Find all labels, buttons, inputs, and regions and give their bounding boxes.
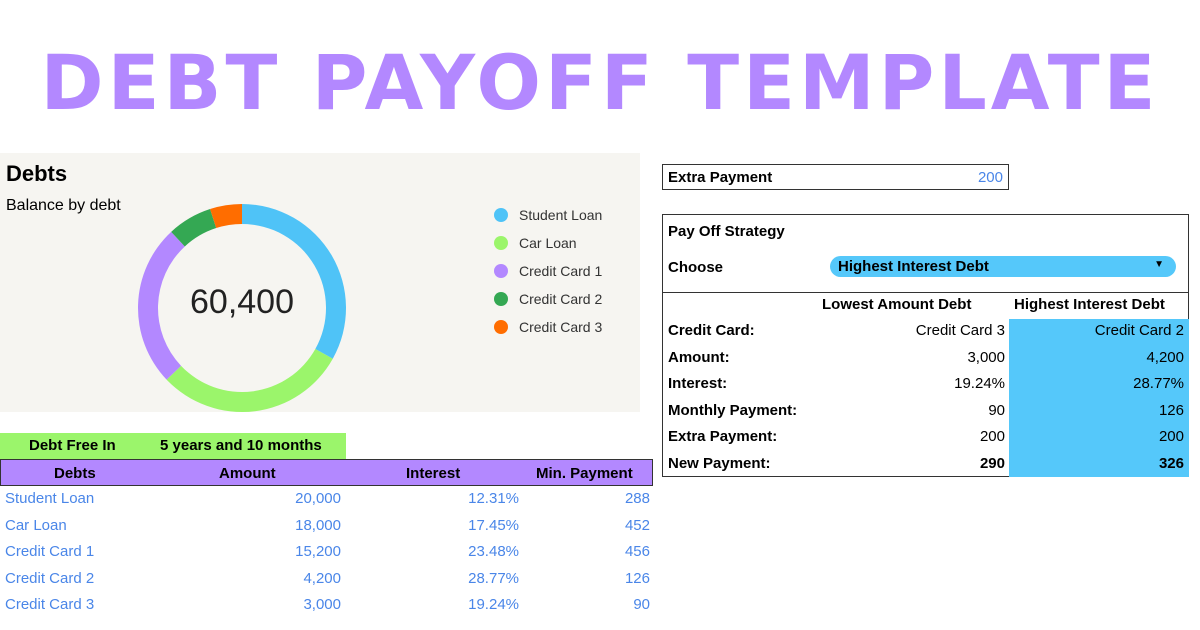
strategy-title: Pay Off Strategy [668,223,785,240]
strategy-row-monthly-payment-label: Monthly Payment: [668,401,798,419]
column-lowest-amount: Lowest Amount Debt [822,296,972,313]
extra-payment-label: Extra Payment [668,169,773,186]
debt-amount: 15,200 [295,543,341,561]
debt-amount: 20,000 [295,490,341,507]
strategy-row-amount-label: Amount: [668,348,730,366]
legend-label: Credit Card 3 [519,319,603,335]
legend-swatch [494,264,508,278]
header-amount: Amount [219,465,276,482]
legend-item-car-loan: Car Loan [494,229,602,257]
debt-interest: 23.48% [468,543,519,561]
strategy-panel: Pay Off Strategy Choose Highest Interest… [662,214,1189,477]
extra-payment-input[interactable]: 200 [977,169,1003,186]
debt-interest: 12.31% [468,490,519,507]
debt-name: Car Loan [5,516,67,534]
debt-min-payment: 90 [633,596,650,614]
strategy-row-extra-payment-highest: 200 [1158,428,1184,446]
legend-label: Car Loan [519,235,577,251]
debt-free-bar: Debt Free In 5 years and 10 months [0,433,346,459]
debt-min-payment: 288 [624,490,650,507]
debt-amount: 18,000 [295,516,341,534]
legend-swatch [494,236,508,250]
strategy-row-new-payment-lowest: 290 [979,455,1005,472]
debt-name: Credit Card 3 [5,596,95,614]
debt-interest: 17.45% [468,516,519,534]
strategy-row-credit-card-highest: Credit Card 2 [1094,322,1184,339]
page-title: DEBT PAYOFF TEMPLATE [40,38,1160,127]
donut-slice-credit-card-3 [210,204,242,229]
table-row: Credit Card 2 4,200 28.77% 126 [0,566,653,592]
debts-chart-panel: Debts Balance by debt 60,400 Student Loa… [0,153,640,412]
extra-payment-box: Extra Payment 200 [662,164,1009,190]
chevron-down-icon[interactable]: ▼ [1154,259,1164,270]
header-min-payment: Min. Payment [536,465,633,482]
debt-name: Student Loan [5,490,95,507]
debt-free-value: 5 years and 10 months [160,437,322,454]
header-debts: Debts [54,465,96,482]
strategy-row-new-payment-label: New Payment: [668,455,771,472]
debt-min-payment: 452 [624,516,650,534]
table-row: Car Loan 18,000 17.45% 452 [0,513,653,539]
strategy-row-new-payment-highest: 326 [1158,455,1184,472]
debt-interest: 28.77% [468,569,519,587]
chart-title: Debts [6,161,68,186]
legend-item-credit-card-2: Credit Card 2 [494,285,602,313]
legend-swatch [494,292,508,306]
donut-slice-student-loan [242,204,346,359]
debts-table-header: Debts Amount Interest Min. Payment [0,459,653,486]
strategy-row-extra-payment-lowest: 200 [979,428,1005,446]
debt-min-payment: 126 [624,569,650,587]
donut-slice-credit-card-2 [171,209,217,247]
debt-amount: 4,200 [303,569,341,587]
strategy-row-credit-card-lowest: Credit Card 3 [915,322,1005,339]
donut-chart [138,204,346,412]
debt-name: Credit Card 2 [5,569,95,587]
strategy-row-amount-lowest: 3,000 [967,348,1005,366]
chart-subtitle: Balance by debt [6,197,121,214]
header-interest: Interest [406,465,461,482]
strategy-dropdown[interactable]: Highest Interest Debt ▼ [830,256,1176,277]
table-row: Credit Card 1 15,200 23.48% 456 [0,539,653,565]
strategy-dropdown-value: Highest Interest Debt [838,258,989,275]
debt-name: Credit Card 1 [5,543,95,561]
donut-slice-car-loan [166,348,333,412]
legend-label: Credit Card 2 [519,291,603,307]
debt-amount: 3,000 [303,596,341,614]
legend-item-student-loan: Student Loan [494,201,602,229]
strategy-row-credit-card-label: Credit Card: [668,322,755,339]
table-row: Student Loan 20,000 12.31% 288 [0,486,653,512]
strategy-row-monthly-payment-lowest: 90 [988,401,1005,419]
strategy-row-amount-highest: 4,200 [1146,348,1184,366]
legend-item-credit-card-1: Credit Card 1 [494,257,602,285]
strategy-row-interest-highest: 28.77% [1133,375,1184,393]
column-highest-interest: Highest Interest Debt [1014,296,1165,313]
legend-item-credit-card-3: Credit Card 3 [494,313,602,341]
legend-label: Credit Card 1 [519,263,603,279]
strategy-row-extra-payment-label: Extra Payment: [668,428,778,446]
legend-swatch [494,320,508,334]
chart-legend: Student Loan Car Loan Credit Card 1 Credit … [494,201,602,341]
choose-label: Choose [668,259,724,276]
selected-strategy-highlight [1009,319,1189,477]
strategy-row-interest-label: Interest: [668,375,728,393]
debt-min-payment: 456 [624,543,650,561]
strategy-divider [663,292,1188,293]
table-row: Credit Card 3 3,000 19.24% 90 [0,592,653,618]
legend-swatch [494,208,508,222]
strategy-row-monthly-payment-highest: 126 [1158,401,1184,419]
debt-free-label: Debt Free In [29,437,116,454]
strategy-row-interest-lowest: 19.24% [954,375,1005,393]
donut-slice-credit-card-1 [138,231,185,380]
legend-label: Student Loan [519,207,603,223]
donut-center-total: 60,400 [190,283,294,321]
debt-interest: 19.24% [468,596,519,614]
